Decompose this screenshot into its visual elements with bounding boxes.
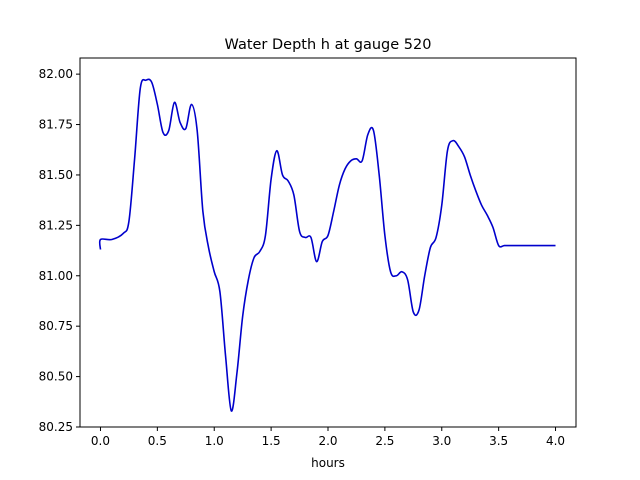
x-tick-label: 2.5 — [375, 434, 394, 448]
x-tick-label: 0.5 — [148, 434, 167, 448]
x-axis-ticks: 0.0 0.5 1.0 1.5 2.0 2.5 3.0 3.5 4.0 — [91, 427, 565, 448]
x-tick-label: 2.0 — [318, 434, 337, 448]
chart-title: Water Depth h at gauge 520 — [225, 37, 432, 53]
series-line-water-depth — [98, 78, 556, 412]
y-tick-label: 80.50 — [39, 370, 73, 384]
y-tick-label: 82.00 — [39, 67, 73, 81]
x-tick-label: 1.0 — [205, 434, 224, 448]
y-tick-label: 80.75 — [39, 319, 73, 333]
y-tick-label: 81.25 — [39, 218, 73, 232]
y-tick-label: 81.00 — [39, 269, 73, 283]
x-axis-label: hours — [311, 456, 345, 470]
y-tick-label: 81.50 — [39, 168, 73, 182]
x-tick-label: 4.0 — [546, 434, 565, 448]
x-tick-label: 3.0 — [432, 434, 451, 448]
x-tick-label: 1.5 — [262, 434, 281, 448]
x-tick-label: 3.5 — [489, 434, 508, 448]
y-axis-ticks: 80.25 80.50 80.75 81.00 81.25 81.50 81.75 82.00 — [39, 67, 80, 434]
x-tick-label: 0.0 — [91, 434, 110, 448]
y-tick-label: 81.75 — [39, 118, 73, 132]
y-tick-label: 80.25 — [39, 420, 73, 434]
